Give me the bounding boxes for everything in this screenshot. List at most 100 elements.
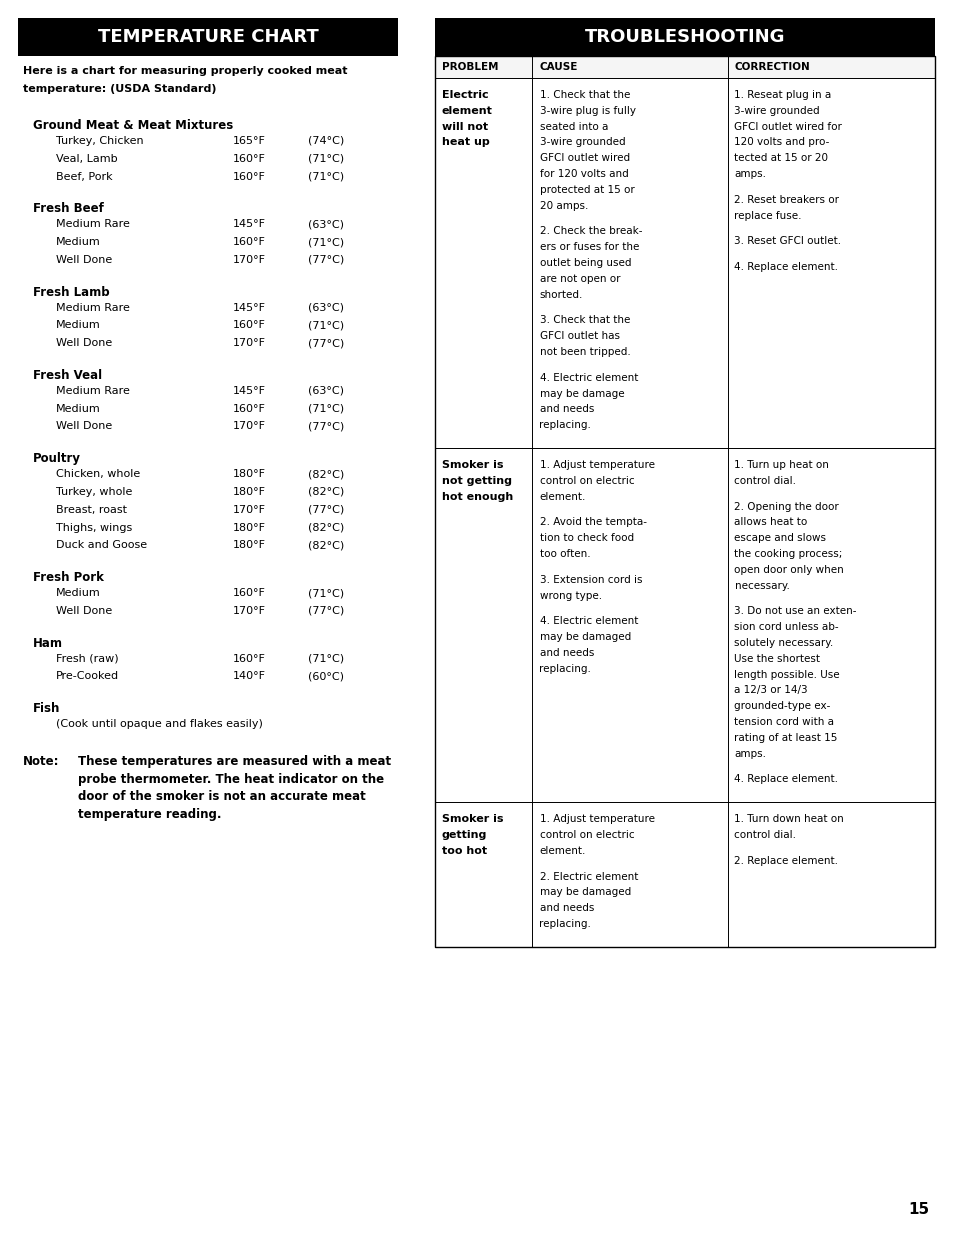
Text: 4. Replace element.: 4. Replace element. (734, 774, 838, 784)
Text: CORRECTION: CORRECTION (734, 62, 809, 72)
Text: 2. Check the break-: 2. Check the break- (539, 226, 641, 236)
Text: necessary.: necessary. (734, 580, 788, 590)
Text: not been tripped.: not been tripped. (539, 347, 630, 357)
Text: 3. Reset GFCI outlet.: 3. Reset GFCI outlet. (734, 236, 841, 247)
Text: Ground Meat & Meat Mixtures: Ground Meat & Meat Mixtures (33, 119, 233, 132)
Text: escape and slows: escape and slows (734, 534, 825, 543)
Text: GFCI outlet wired: GFCI outlet wired (539, 153, 629, 163)
Text: These temperatures are measured with a meat: These temperatures are measured with a m… (78, 755, 391, 768)
Text: are not open or: are not open or (539, 274, 619, 284)
Text: 160°F: 160°F (233, 653, 266, 663)
Text: 170°F: 170°F (233, 421, 266, 431)
Text: Chicken, whole: Chicken, whole (56, 469, 140, 479)
Text: tected at 15 or 20: tected at 15 or 20 (734, 153, 827, 163)
Text: Medium Rare: Medium Rare (56, 220, 130, 230)
Text: 160°F: 160°F (233, 320, 266, 330)
Text: a 12/3 or 14/3: a 12/3 or 14/3 (734, 685, 807, 695)
Text: (77°C): (77°C) (308, 338, 344, 348)
Text: (71°C): (71°C) (308, 320, 344, 330)
Text: Well Done: Well Done (56, 606, 112, 616)
Text: (71°C): (71°C) (308, 172, 344, 182)
Text: Medium Rare: Medium Rare (56, 385, 130, 396)
Text: 160°F: 160°F (233, 404, 266, 414)
Text: solutely necessary.: solutely necessary. (734, 638, 833, 648)
Text: GFCI outlet has: GFCI outlet has (539, 331, 618, 341)
Text: may be damaged: may be damaged (539, 888, 630, 898)
Text: Medium: Medium (56, 237, 101, 247)
Text: Fresh (raw): Fresh (raw) (56, 653, 118, 663)
Text: door of the smoker is not an accurate meat: door of the smoker is not an accurate me… (78, 790, 365, 804)
Text: Breast, roast: Breast, roast (56, 505, 127, 515)
Text: Veal, Lamb: Veal, Lamb (56, 153, 117, 164)
Text: control on electric: control on electric (539, 475, 634, 485)
Bar (435, 78, 934, 448)
Text: 140°F: 140°F (233, 672, 266, 682)
Text: temperature: (USDA Standard): temperature: (USDA Standard) (23, 84, 216, 94)
Text: Pre-Cooked: Pre-Cooked (56, 672, 119, 682)
Text: 2. Reset breakers or: 2. Reset breakers or (734, 195, 839, 205)
Text: 3-wire grounded: 3-wire grounded (734, 106, 820, 116)
Text: element.: element. (539, 846, 585, 856)
Text: (63°C): (63°C) (308, 220, 344, 230)
Text: Well Done: Well Done (56, 338, 112, 348)
Text: temperature reading.: temperature reading. (78, 808, 221, 821)
Text: 1. Adjust temperature: 1. Adjust temperature (539, 459, 654, 471)
Text: shorted.: shorted. (539, 289, 582, 300)
Text: Smoker is: Smoker is (441, 814, 503, 824)
Text: Fresh Beef: Fresh Beef (33, 203, 104, 215)
Text: 20 amps.: 20 amps. (539, 200, 587, 211)
Text: Use the shortest: Use the shortest (734, 653, 820, 663)
Text: (82°C): (82°C) (308, 522, 344, 532)
Text: and needs: and needs (539, 404, 594, 415)
Text: replacing.: replacing. (539, 919, 591, 929)
Text: not getting: not getting (441, 475, 512, 485)
Text: 170°F: 170°F (233, 254, 266, 264)
Bar (435, 19, 934, 56)
Text: tension cord with a: tension cord with a (734, 718, 834, 727)
Text: (71°C): (71°C) (308, 653, 344, 663)
Text: Medium Rare: Medium Rare (56, 303, 130, 312)
Text: 170°F: 170°F (233, 606, 266, 616)
Text: Fish: Fish (33, 703, 60, 715)
Text: (71°C): (71°C) (308, 588, 344, 598)
Bar (435, 56, 934, 947)
Text: 120 volts and pro-: 120 volts and pro- (734, 137, 829, 147)
Text: may be damage: may be damage (539, 389, 623, 399)
Text: 2. Avoid the tempta-: 2. Avoid the tempta- (539, 517, 646, 527)
Text: too often.: too often. (539, 550, 590, 559)
Text: and needs: and needs (539, 648, 594, 658)
Text: 180°F: 180°F (233, 469, 266, 479)
Text: control on electric: control on electric (539, 830, 634, 840)
Text: (77°C): (77°C) (308, 505, 344, 515)
Text: probe thermometer. The heat indicator on the: probe thermometer. The heat indicator on… (78, 773, 384, 785)
Text: 170°F: 170°F (233, 505, 266, 515)
Text: wrong type.: wrong type. (539, 590, 601, 600)
Bar (18, 19, 397, 56)
Text: the cooking process;: the cooking process; (734, 550, 842, 559)
Text: 4. Replace element.: 4. Replace element. (734, 262, 838, 272)
Text: (82°C): (82°C) (308, 541, 344, 551)
Text: 160°F: 160°F (233, 172, 266, 182)
Text: control dial.: control dial. (734, 830, 796, 840)
Bar (435, 448, 934, 803)
Text: 145°F: 145°F (233, 303, 266, 312)
Text: 165°F: 165°F (233, 136, 266, 146)
Text: 3-wire grounded: 3-wire grounded (539, 137, 624, 147)
Text: replacing.: replacing. (539, 663, 591, 674)
Bar (435, 803, 934, 947)
Text: 2. Opening the door: 2. Opening the door (734, 501, 839, 511)
Text: (Cook until opaque and flakes easily): (Cook until opaque and flakes easily) (56, 719, 263, 729)
Text: Fresh Lamb: Fresh Lamb (33, 285, 110, 299)
Text: (60°C): (60°C) (308, 672, 344, 682)
Text: sion cord unless ab-: sion cord unless ab- (734, 622, 839, 632)
Text: TEMPERATURE CHART: TEMPERATURE CHART (97, 28, 318, 46)
Text: 2. Replace element.: 2. Replace element. (734, 856, 838, 866)
Text: replacing.: replacing. (539, 420, 591, 430)
Text: may be damaged: may be damaged (539, 632, 630, 642)
Text: replace fuse.: replace fuse. (734, 211, 801, 221)
Text: Well Done: Well Done (56, 421, 112, 431)
Text: 1. Adjust temperature: 1. Adjust temperature (539, 814, 654, 824)
Text: 160°F: 160°F (233, 153, 266, 164)
Text: Ham: Ham (33, 637, 63, 650)
Text: (71°C): (71°C) (308, 237, 344, 247)
